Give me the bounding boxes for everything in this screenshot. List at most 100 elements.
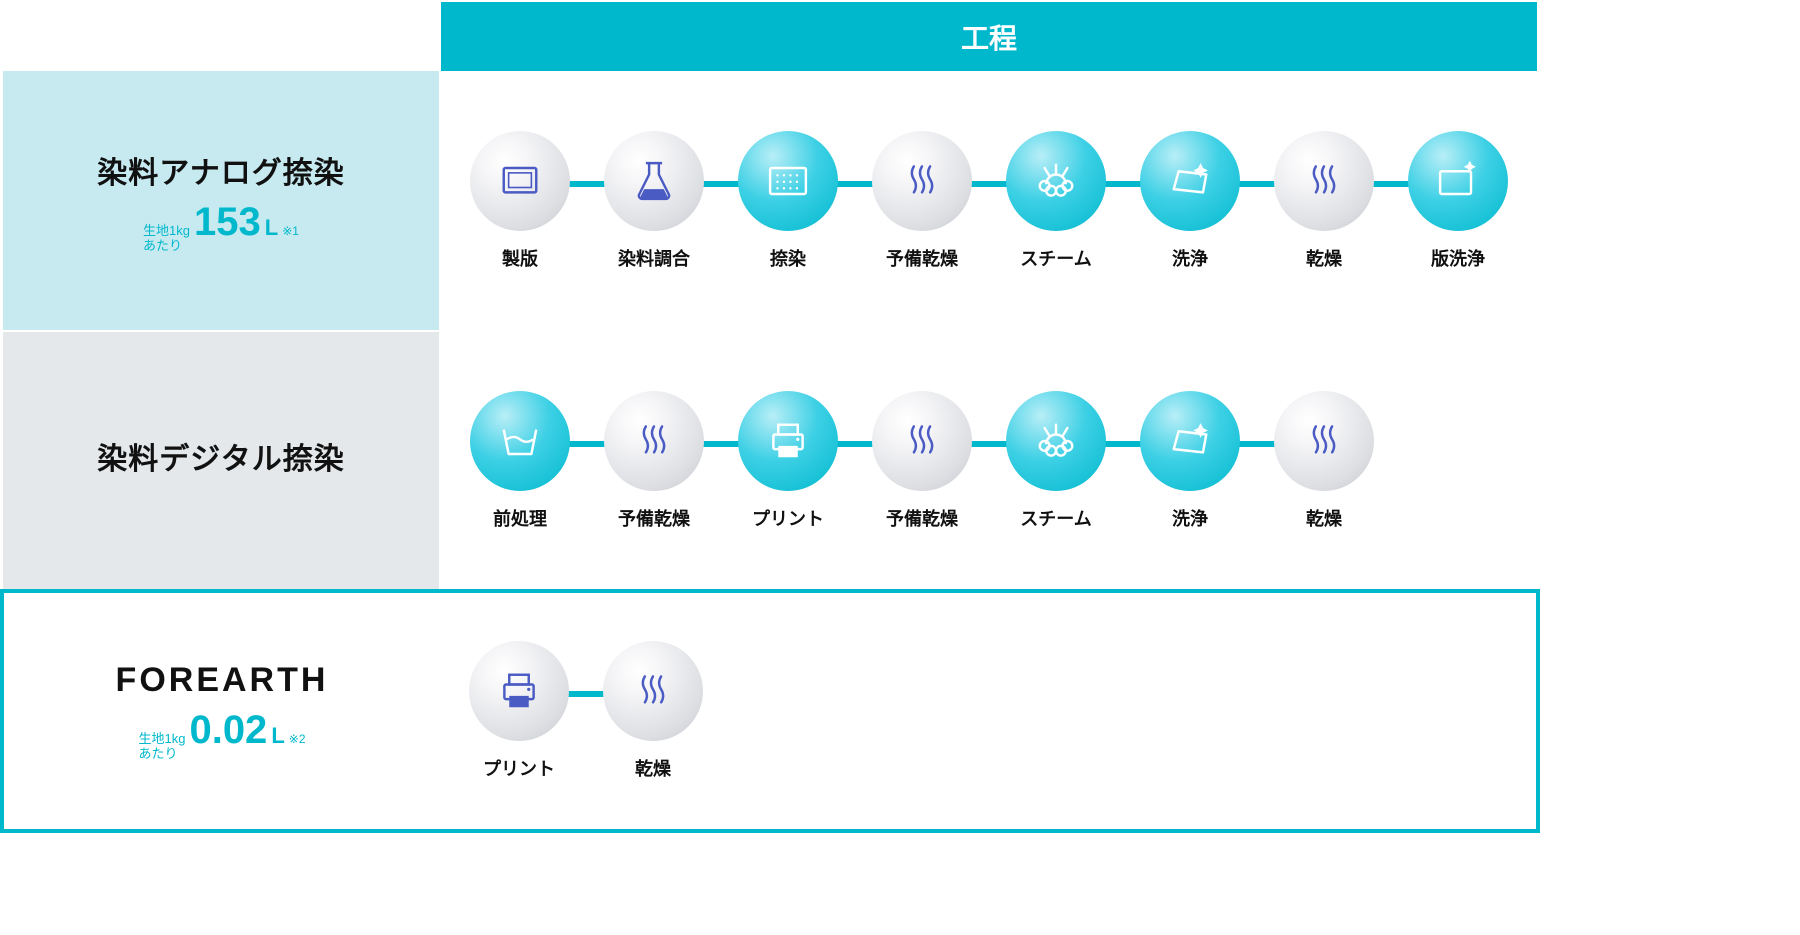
steps-list: 製版 染料調合 捺染 予備乾燥 スチーム 洗浄 乾燥: [465, 131, 1513, 271]
step-label: 捺染: [770, 245, 806, 271]
step-circle: [1006, 131, 1106, 231]
step-heat: 乾燥: [1269, 391, 1379, 531]
steps-list: プリント 乾燥: [464, 641, 708, 781]
sub-prefix: 生地1kgあたり: [138, 732, 185, 761]
sub-note: ※1: [282, 224, 299, 238]
steps-list: 前処理 予備乾燥 プリント 予備乾燥 スチーム 洗浄: [465, 391, 1379, 531]
step-circle: [604, 391, 704, 491]
header-row: 工程: [2, 1, 1538, 71]
row-steps-digital: 前処理 予備乾燥 プリント 予備乾燥 スチーム 洗浄: [440, 331, 1538, 591]
sub-value: 153: [194, 202, 261, 242]
step-label: 予備乾燥: [886, 505, 958, 531]
row-title: 染料アナログ捺染: [3, 148, 439, 192]
printer-icon: [762, 415, 814, 467]
row-steps-analog: 製版 染料調合 捺染 予備乾燥 スチーム 洗浄 乾燥: [440, 71, 1538, 331]
heat-icon: [1298, 155, 1350, 207]
sub-unit: L: [265, 215, 278, 241]
steam-icon: [1030, 415, 1082, 467]
step-flask: 染料調合: [599, 131, 709, 271]
step-heat: 乾燥: [1269, 131, 1379, 271]
header-process-label: 工程: [440, 1, 1538, 71]
step-label: 前処理: [493, 505, 547, 531]
process-comparison-table: 工程 染料アナログ捺染 生地1kgあたり 153L※1 製版 染料調合 捺染 予…: [0, 0, 1540, 833]
step-circle: [470, 131, 570, 231]
steam-icon: [1030, 155, 1082, 207]
tub-icon: [494, 415, 546, 467]
step-circle: [469, 641, 569, 741]
water-usage: 生地1kgあたり 0.02L ※2: [138, 710, 305, 761]
step-frame: 製版: [465, 131, 575, 271]
sub-unit: L: [271, 723, 284, 749]
row-digital: 染料デジタル捺染 前処理 予備乾燥 プリント 予備乾燥 スチーム: [2, 331, 1538, 591]
row-label-analog: 染料アナログ捺染 生地1kgあたり 153L ※1: [2, 71, 440, 331]
step-label: 予備乾燥: [886, 245, 958, 271]
step-circle: [738, 131, 838, 231]
step-circle: [1140, 391, 1240, 491]
screen-icon: [762, 155, 814, 207]
printer-icon: [493, 665, 545, 717]
sub-value: 0.02: [189, 710, 267, 750]
step-circle: [604, 131, 704, 231]
step-label: 版洗浄: [1431, 245, 1485, 271]
step-printer: プリント: [464, 641, 574, 781]
steps-wrap: プリント 乾燥: [464, 641, 1512, 781]
step-wash-sparkle: 洗浄: [1135, 131, 1245, 271]
step-heat: 予備乾燥: [867, 131, 977, 271]
row-steps-forearth: プリント 乾燥: [440, 591, 1538, 831]
step-frame-sparkle: 版洗浄: [1403, 131, 1513, 271]
step-label: 乾燥: [1306, 505, 1342, 531]
frame-sparkle-icon: [1432, 155, 1484, 207]
step-circle: [470, 391, 570, 491]
step-circle: [872, 391, 972, 491]
step-label: スチーム: [1020, 245, 1091, 271]
step-heat: 予備乾燥: [867, 391, 977, 531]
heat-icon: [627, 665, 679, 717]
heat-icon: [1298, 415, 1350, 467]
header-empty-cell: [2, 1, 440, 71]
wash-sparkle-icon: [1164, 415, 1216, 467]
step-screen: 捺染: [733, 131, 843, 271]
step-tub: 前処理: [465, 391, 575, 531]
steps-wrap: 製版 染料調合 捺染 予備乾燥 スチーム 洗浄 乾燥: [465, 131, 1513, 271]
step-circle: [603, 641, 703, 741]
step-circle: [1274, 391, 1374, 491]
row-label-forearth: FOREARTH 生地1kgあたり 0.02L ※2: [2, 591, 440, 831]
step-steam: スチーム: [1001, 131, 1111, 271]
step-label: 洗浄: [1172, 505, 1208, 531]
steps-wrap: 前処理 予備乾燥 プリント 予備乾燥 スチーム 洗浄: [465, 391, 1513, 531]
row-forearth: FOREARTH 生地1kgあたり 0.02L ※2 プリント 乾燥: [2, 591, 1538, 831]
sub-prefix: 生地1kgあたり: [143, 224, 190, 253]
step-wash-sparkle: 洗浄: [1135, 391, 1245, 531]
step-label: 乾燥: [635, 755, 671, 781]
logo-text: FOREARTH: [4, 661, 440, 700]
sub-note: ※2: [289, 732, 306, 746]
step-label: 洗浄: [1172, 245, 1208, 271]
row-analog: 染料アナログ捺染 生地1kgあたり 153L ※1 製版 染料調合 捺染 予備乾燥: [2, 71, 1538, 331]
step-steam: スチーム: [1001, 391, 1111, 531]
step-label: 予備乾燥: [618, 505, 690, 531]
water-usage: 生地1kgあたり 153L ※1: [143, 202, 299, 253]
step-circle: [1006, 391, 1106, 491]
step-label: プリント: [752, 505, 824, 531]
flask-icon: [628, 155, 680, 207]
heat-icon: [628, 415, 680, 467]
step-circle: [1274, 131, 1374, 231]
step-heat: 乾燥: [598, 641, 708, 781]
step-label: プリント: [483, 755, 555, 781]
step-heat: 予備乾燥: [599, 391, 709, 531]
step-label: 染料調合: [618, 245, 690, 271]
row-label-digital: 染料デジタル捺染: [2, 331, 440, 591]
step-circle: [738, 391, 838, 491]
row-title: 染料デジタル捺染: [3, 434, 439, 478]
step-label: 乾燥: [1306, 245, 1342, 271]
step-circle: [1408, 131, 1508, 231]
wash-sparkle-icon: [1164, 155, 1216, 207]
step-label: 製版: [502, 245, 538, 271]
step-printer: プリント: [733, 391, 843, 531]
step-circle: [1140, 131, 1240, 231]
heat-icon: [896, 155, 948, 207]
heat-icon: [896, 415, 948, 467]
step-label: スチーム: [1020, 505, 1091, 531]
step-circle: [872, 131, 972, 231]
frame-icon: [494, 155, 546, 207]
